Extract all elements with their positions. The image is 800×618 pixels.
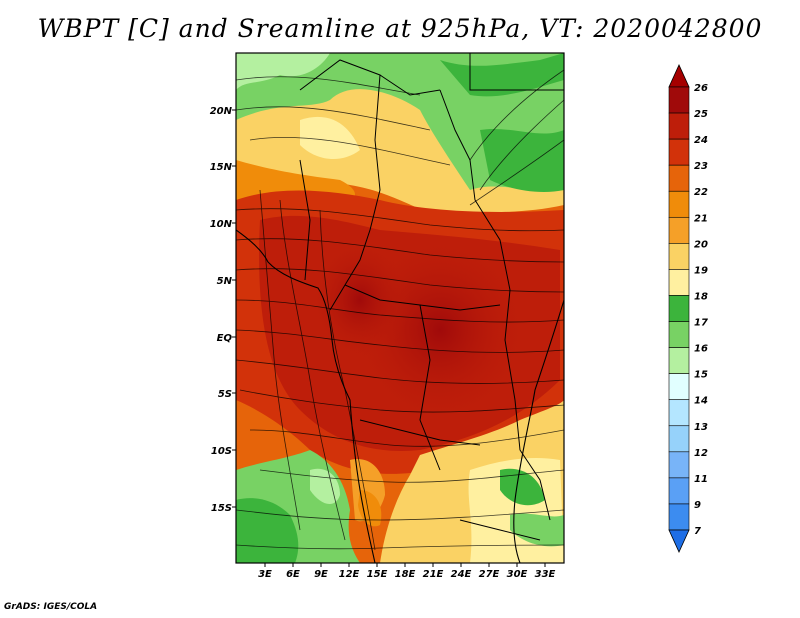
lon-label: 33E [535,569,556,580]
colorbar-band [668,399,690,427]
lon-axis: 3E 6E 9E 12E 15E 18E 21E 24E 27E 30E 33E [258,563,556,580]
colorbar-band [668,190,690,218]
colorbar-band [668,477,690,505]
colorbar-label: 23 [694,161,708,172]
colorbar-label: 22 [694,187,708,198]
lat-axis: 20N 15N 10N 5N EQ 5S 10S 15S [210,106,236,514]
lat-label: 5N [217,276,233,287]
grads-credit: GrADS: IGES/COLA [4,602,98,612]
colorbar-label: 24 [694,135,708,146]
lon-label: 12E [339,569,360,580]
colorbar-label: 21 [694,213,708,224]
colorbar-band [668,269,690,296]
colorbar-arrow-top [668,64,690,88]
colorbar-label: 13 [694,422,708,433]
colorbar-label: 9 [694,500,701,511]
country-borders [299,53,564,541]
lon-label: 24E [451,569,472,580]
colorbar-label: 19 [694,265,708,276]
colorbar-band [668,112,690,140]
colorbar-label: 20 [694,239,708,250]
colorbar-label: 18 [694,291,708,302]
lat-label: 15N [210,162,233,173]
lon-label: 3E [258,569,272,580]
colorbar-band [668,86,690,114]
lon-label: 18E [395,569,416,580]
lat-label: 20N [210,106,233,117]
colorbar-band [668,425,690,453]
colorbar-band [668,321,690,348]
lat-label: 15S [211,503,232,514]
colorbar-label: 11 [694,474,708,485]
colorbar: 26 25 24 23 22 21 20 19 18 17 16 15 14 13 12 11 9 7 [668,64,708,553]
colorbar-label: 16 [694,344,708,355]
colorbar-arrow-bottom [668,529,690,553]
lon-label: 9E [314,569,328,580]
lat-label: 5S [218,389,232,400]
colorbar-label: 17 [694,318,708,329]
map-title: WBPT [C] and Sreamline at 925hPa, VT: 20… [37,14,763,43]
colorbar-band [668,243,690,270]
colorbar-label: 15 [694,370,708,381]
coastline [236,229,564,563]
colorbar-label: 12 [694,448,708,459]
colorbar-label: 26 [694,83,708,94]
lon-label: 15E [367,569,388,580]
colorbar-label: 7 [694,526,701,537]
lon-label: 6E [286,569,300,580]
colorbar-band [668,138,690,166]
temperature-field [236,53,564,563]
lon-label: 30E [507,569,528,580]
lat-label: 10N [210,219,233,230]
colorbar-band [668,295,690,322]
lat-label: 10S [211,446,232,457]
colorbar-label: 14 [694,396,708,407]
map-frame [235,52,565,564]
colorbar-band [668,503,690,531]
colorbar-band [668,216,690,244]
lat-label: EQ [217,333,233,344]
colorbar-band [668,451,690,479]
lon-label: 21E [423,569,444,580]
lon-label: 27E [479,569,500,580]
colorbar-band [668,347,690,374]
colorbar-band [668,164,690,192]
colorbar-band [668,373,690,401]
colorbar-label: 25 [694,109,708,120]
